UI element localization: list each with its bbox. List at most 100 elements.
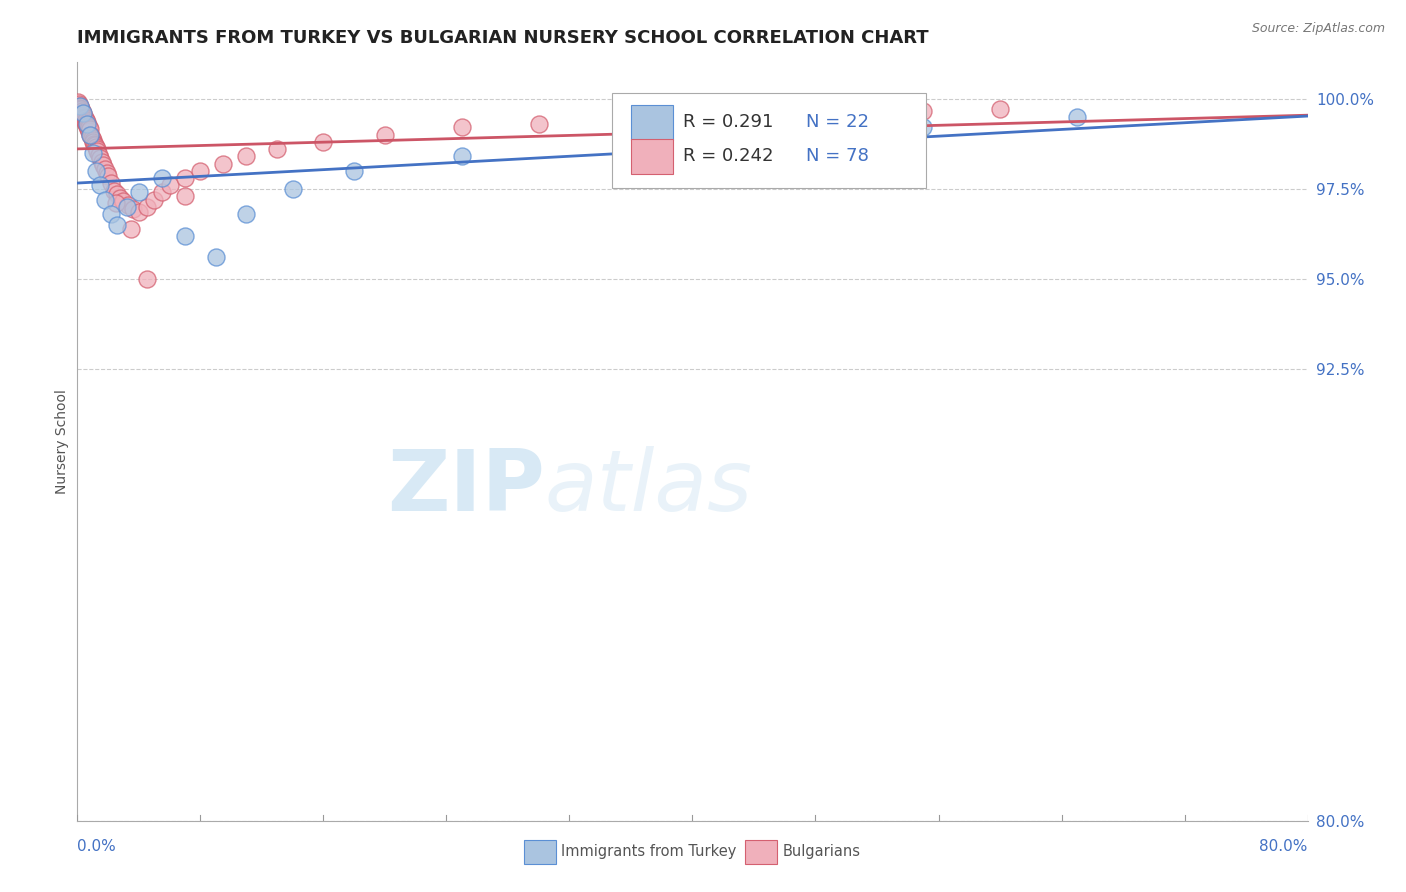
Point — [89, 151, 111, 165]
Point — [103, 184, 125, 198]
Point — [79, 128, 101, 142]
Point — [89, 178, 111, 193]
Text: R = 0.291: R = 0.291 — [683, 112, 773, 130]
Point — [72, 106, 94, 120]
Point — [100, 207, 122, 221]
Point — [143, 193, 166, 207]
FancyBboxPatch shape — [631, 105, 673, 140]
Point — [70, 104, 93, 119]
Point — [84, 140, 107, 154]
Point — [120, 221, 142, 235]
Point — [83, 136, 105, 151]
Point — [620, 113, 643, 128]
Text: R = 0.242: R = 0.242 — [683, 146, 773, 165]
Text: Bulgarians: Bulgarians — [782, 844, 860, 859]
Point — [235, 207, 257, 221]
Point — [100, 177, 122, 191]
Point — [527, 117, 550, 131]
Point — [204, 251, 226, 265]
Point — [110, 191, 132, 205]
Point — [87, 147, 110, 161]
Point — [912, 120, 935, 135]
Point — [75, 115, 97, 129]
Point — [80, 131, 103, 145]
FancyBboxPatch shape — [631, 139, 673, 174]
Point — [174, 189, 197, 203]
Text: Immigrants from Turkey: Immigrants from Turkey — [561, 844, 737, 859]
Point — [77, 119, 100, 133]
Point — [188, 163, 212, 178]
Point — [77, 122, 100, 136]
Point — [73, 112, 96, 126]
Point — [150, 171, 173, 186]
Point — [159, 178, 181, 193]
Point — [105, 187, 128, 202]
Point — [69, 99, 91, 113]
Point — [73, 110, 96, 124]
Point — [128, 205, 150, 219]
Y-axis label: Nursery School: Nursery School — [55, 389, 69, 494]
Point — [1066, 110, 1088, 124]
Point — [82, 133, 104, 147]
Point — [70, 106, 93, 120]
Point — [72, 110, 94, 124]
Point — [76, 117, 98, 131]
Text: 80.0%: 80.0% — [1260, 838, 1308, 854]
Point — [69, 104, 91, 119]
Point — [73, 112, 96, 126]
Point — [94, 161, 117, 176]
Point — [93, 158, 115, 172]
Point — [112, 194, 135, 209]
Point — [711, 110, 734, 124]
Point — [450, 149, 472, 163]
Point — [76, 115, 98, 129]
Point — [69, 103, 91, 117]
Point — [67, 101, 90, 115]
Point — [69, 101, 91, 115]
Point — [82, 135, 104, 149]
Point — [69, 99, 91, 113]
Point — [94, 193, 117, 207]
Point — [73, 113, 96, 128]
Point — [988, 103, 1011, 117]
Point — [174, 228, 197, 243]
Point — [835, 106, 858, 120]
Point — [135, 272, 157, 286]
Text: ZIP: ZIP — [387, 445, 546, 529]
Point — [67, 97, 90, 112]
Point — [70, 108, 93, 122]
Text: N = 78: N = 78 — [806, 146, 869, 165]
Point — [117, 198, 139, 212]
Point — [67, 95, 90, 110]
Point — [79, 124, 101, 138]
Point — [912, 104, 935, 119]
Point — [75, 113, 97, 128]
Point — [86, 142, 108, 156]
Point — [97, 169, 120, 183]
Text: 0.0%: 0.0% — [77, 838, 117, 854]
FancyBboxPatch shape — [613, 93, 927, 187]
Text: atlas: atlas — [546, 445, 752, 529]
Point — [79, 122, 101, 136]
Text: Source: ZipAtlas.com: Source: ZipAtlas.com — [1251, 22, 1385, 36]
Point — [76, 119, 98, 133]
Point — [121, 202, 143, 216]
Point — [79, 128, 101, 142]
Point — [266, 142, 288, 156]
Point — [150, 186, 173, 200]
Point — [82, 145, 104, 160]
Point — [115, 200, 138, 214]
Point — [84, 163, 107, 178]
Point — [90, 154, 114, 169]
Point — [75, 117, 97, 131]
Point — [105, 218, 128, 232]
Point — [343, 163, 366, 178]
Point — [212, 156, 235, 170]
Point — [312, 135, 335, 149]
Point — [174, 171, 197, 186]
Point — [80, 129, 103, 144]
Text: N = 22: N = 22 — [806, 112, 869, 130]
Point — [450, 120, 472, 135]
Point — [96, 165, 118, 179]
FancyBboxPatch shape — [745, 839, 778, 863]
